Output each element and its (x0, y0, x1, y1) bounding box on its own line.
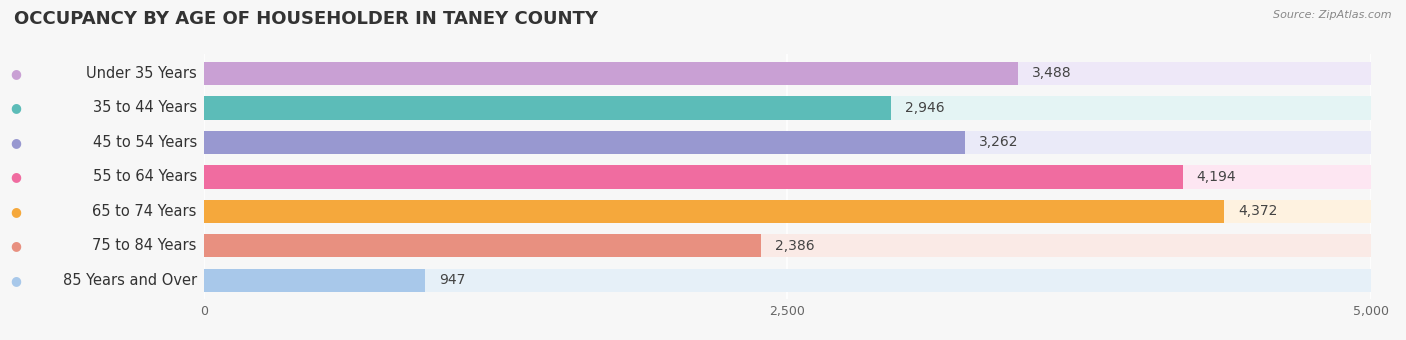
Text: ●: ● (10, 170, 21, 183)
Text: ●: ● (10, 67, 21, 80)
Bar (204, 269, 425, 292)
Text: ●: ● (10, 239, 21, 252)
Text: 2,386: 2,386 (775, 239, 814, 253)
Bar (204, 234, 1371, 257)
Text: 947: 947 (439, 273, 465, 287)
Bar (204, 200, 1371, 223)
Text: 45 to 54 Years: 45 to 54 Years (93, 135, 197, 150)
Text: Under 35 Years: Under 35 Years (86, 66, 197, 81)
Text: 3,262: 3,262 (979, 135, 1019, 149)
Bar (204, 62, 1018, 85)
Text: ●: ● (10, 101, 21, 114)
Text: Source: ZipAtlas.com: Source: ZipAtlas.com (1274, 10, 1392, 20)
Bar (204, 165, 1182, 188)
Text: 4,194: 4,194 (1197, 170, 1236, 184)
Text: 2,946: 2,946 (905, 101, 945, 115)
Text: ●: ● (10, 274, 21, 287)
Bar (204, 165, 1371, 188)
Bar (204, 96, 891, 120)
Bar (204, 200, 1225, 223)
Bar (204, 131, 1371, 154)
Bar (204, 131, 965, 154)
Text: ●: ● (10, 136, 21, 149)
Bar (204, 96, 1371, 120)
Bar (204, 234, 761, 257)
Text: 85 Years and Over: 85 Years and Over (63, 273, 197, 288)
Text: OCCUPANCY BY AGE OF HOUSEHOLDER IN TANEY COUNTY: OCCUPANCY BY AGE OF HOUSEHOLDER IN TANEY… (14, 10, 598, 28)
Bar (204, 62, 1371, 85)
Text: 35 to 44 Years: 35 to 44 Years (93, 100, 197, 115)
Text: 4,372: 4,372 (1239, 204, 1278, 218)
Text: ●: ● (10, 205, 21, 218)
Bar (204, 269, 1371, 292)
Text: 3,488: 3,488 (1032, 66, 1071, 80)
Text: 65 to 74 Years: 65 to 74 Years (93, 204, 197, 219)
Text: 75 to 84 Years: 75 to 84 Years (93, 238, 197, 253)
Text: 55 to 64 Years: 55 to 64 Years (93, 169, 197, 184)
